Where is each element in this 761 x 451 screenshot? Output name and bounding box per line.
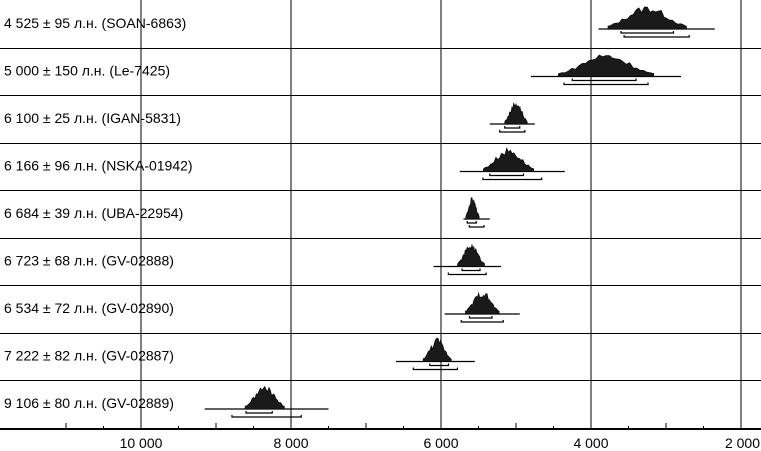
chart-frame bbox=[0, 48, 761, 429]
sample-label: 6 723 ± 68 л.н. (GV-02888) bbox=[4, 253, 174, 269]
sample-label: 5 000 ± 150 л.н. (Le-7425) bbox=[4, 63, 170, 79]
sample-row: 4 525 ± 95 л.н. (SOAN-6863) bbox=[4, 6, 715, 38]
range-95-bracket bbox=[447, 272, 487, 276]
x-tick-label: 4 000 bbox=[573, 435, 608, 451]
sample-label: 6 534 ± 72 л.н. (GV-02890) bbox=[4, 300, 174, 316]
sample-rows: 4 525 ± 95 л.н. (SOAN-6863) 5 000 ± 150 л… bbox=[4, 6, 715, 418]
sample-label: 6 166 ± 96 л.н. (NSKA-01942) bbox=[4, 158, 193, 174]
x-tick-label: 6 000 bbox=[423, 435, 458, 451]
sample-label: 6 100 ± 25 л.н. (IGAN-5831) bbox=[4, 110, 181, 126]
range-68-bracket bbox=[245, 411, 273, 414]
range-68-bracket bbox=[429, 363, 450, 367]
sample-row: 6 100 ± 25 л.н. (IGAN-5831) bbox=[4, 102, 535, 133]
sample-row: 6 166 ± 96 л.н. (NSKA-01942) bbox=[4, 147, 565, 181]
probability-distribution bbox=[504, 102, 528, 125]
range-68-bracket bbox=[468, 316, 493, 319]
x-tick-label: 8 000 bbox=[273, 435, 308, 451]
range-68-bracket bbox=[504, 126, 521, 129]
sample-label: 6 684 ± 39 л.н. (UBA-22954) bbox=[4, 205, 183, 221]
sample-row: 6 684 ± 39 л.н. (UBA-22954) bbox=[4, 197, 490, 228]
probability-distribution bbox=[607, 6, 687, 30]
range-95-bracket bbox=[460, 320, 504, 323]
x-tick-label: 2 000 bbox=[725, 435, 760, 451]
sample-row: 7 222 ± 82 л.н. (GV-02887) bbox=[4, 337, 475, 371]
range-95-bracket bbox=[482, 177, 543, 181]
probability-distribution bbox=[482, 147, 535, 172]
probability-distribution bbox=[457, 244, 485, 267]
range-95-bracket bbox=[623, 35, 690, 38]
probability-distribution bbox=[422, 337, 452, 362]
range-95-bracket bbox=[231, 415, 302, 418]
grid-lines bbox=[140, 0, 742, 429]
range-95-bracket bbox=[499, 130, 526, 133]
sample-label: 4 525 ± 95 л.н. (SOAN-6863) bbox=[4, 15, 186, 31]
range-68-bracket bbox=[466, 221, 477, 224]
sample-row: 6 723 ± 68 л.н. (GV-02888) bbox=[4, 244, 501, 276]
sample-row: 5 000 ± 150 л.н. (Le-7425) bbox=[4, 54, 681, 86]
sample-row: 6 534 ± 72 л.н. (GV-02890) bbox=[4, 291, 520, 323]
range-95-bracket bbox=[563, 82, 649, 86]
probability-distribution bbox=[244, 385, 285, 410]
probability-distribution bbox=[557, 54, 655, 77]
probability-distribution bbox=[465, 291, 500, 315]
range-68-bracket bbox=[461, 268, 481, 272]
range-68-bracket bbox=[620, 31, 675, 34]
sample-label: 9 106 ± 80 л.н. (GV-02889) bbox=[4, 395, 174, 411]
sample-label: 7 222 ± 82 л.н. (GV-02887) bbox=[4, 348, 174, 364]
sample-row: 9 106 ± 80 л.н. (GV-02889) bbox=[4, 385, 329, 418]
range-95-bracket bbox=[412, 367, 459, 371]
probability-distribution bbox=[465, 197, 480, 220]
range-95-bracket bbox=[468, 225, 485, 228]
range-68-bracket bbox=[489, 173, 525, 177]
x-axis: 10 000 8 000 6 000 4 000 2 000 bbox=[0, 423, 761, 451]
x-tick-label: 10 000 bbox=[120, 435, 163, 451]
range-68-bracket bbox=[571, 78, 637, 82]
